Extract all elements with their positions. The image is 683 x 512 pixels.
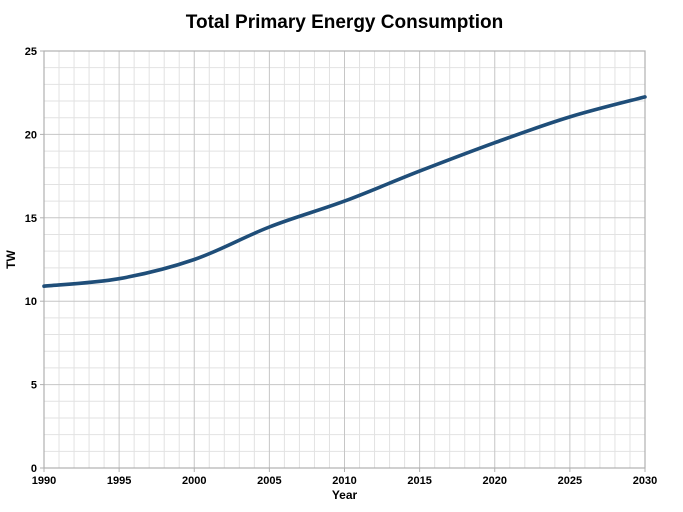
- y-tick-label: 15: [25, 213, 37, 225]
- x-tick-label: 2020: [483, 475, 507, 487]
- x-tick-label: 2030: [633, 475, 657, 487]
- y-tick-label: 5: [31, 380, 37, 392]
- y-axis-title: TW: [4, 249, 18, 268]
- y-tick-label: 10: [25, 296, 37, 308]
- y-tick-label: 0: [31, 463, 37, 475]
- x-axis-title: Year: [332, 488, 358, 502]
- x-tick-label: 2015: [407, 475, 431, 487]
- x-tick-label: 2000: [182, 475, 206, 487]
- y-tick-label: 20: [25, 129, 37, 141]
- x-tick-label: 2005: [257, 475, 281, 487]
- x-tick-label: 1995: [107, 475, 131, 487]
- x-tick-label: 1990: [32, 475, 56, 487]
- energy-consumption-line-series: [42, 95, 647, 288]
- chart-title: Total Primary Energy Consumption: [185, 12, 504, 33]
- x-tick-label: 2010: [332, 475, 356, 487]
- y-tick-label: 25: [25, 46, 37, 58]
- x-tick-label: 2025: [558, 475, 582, 487]
